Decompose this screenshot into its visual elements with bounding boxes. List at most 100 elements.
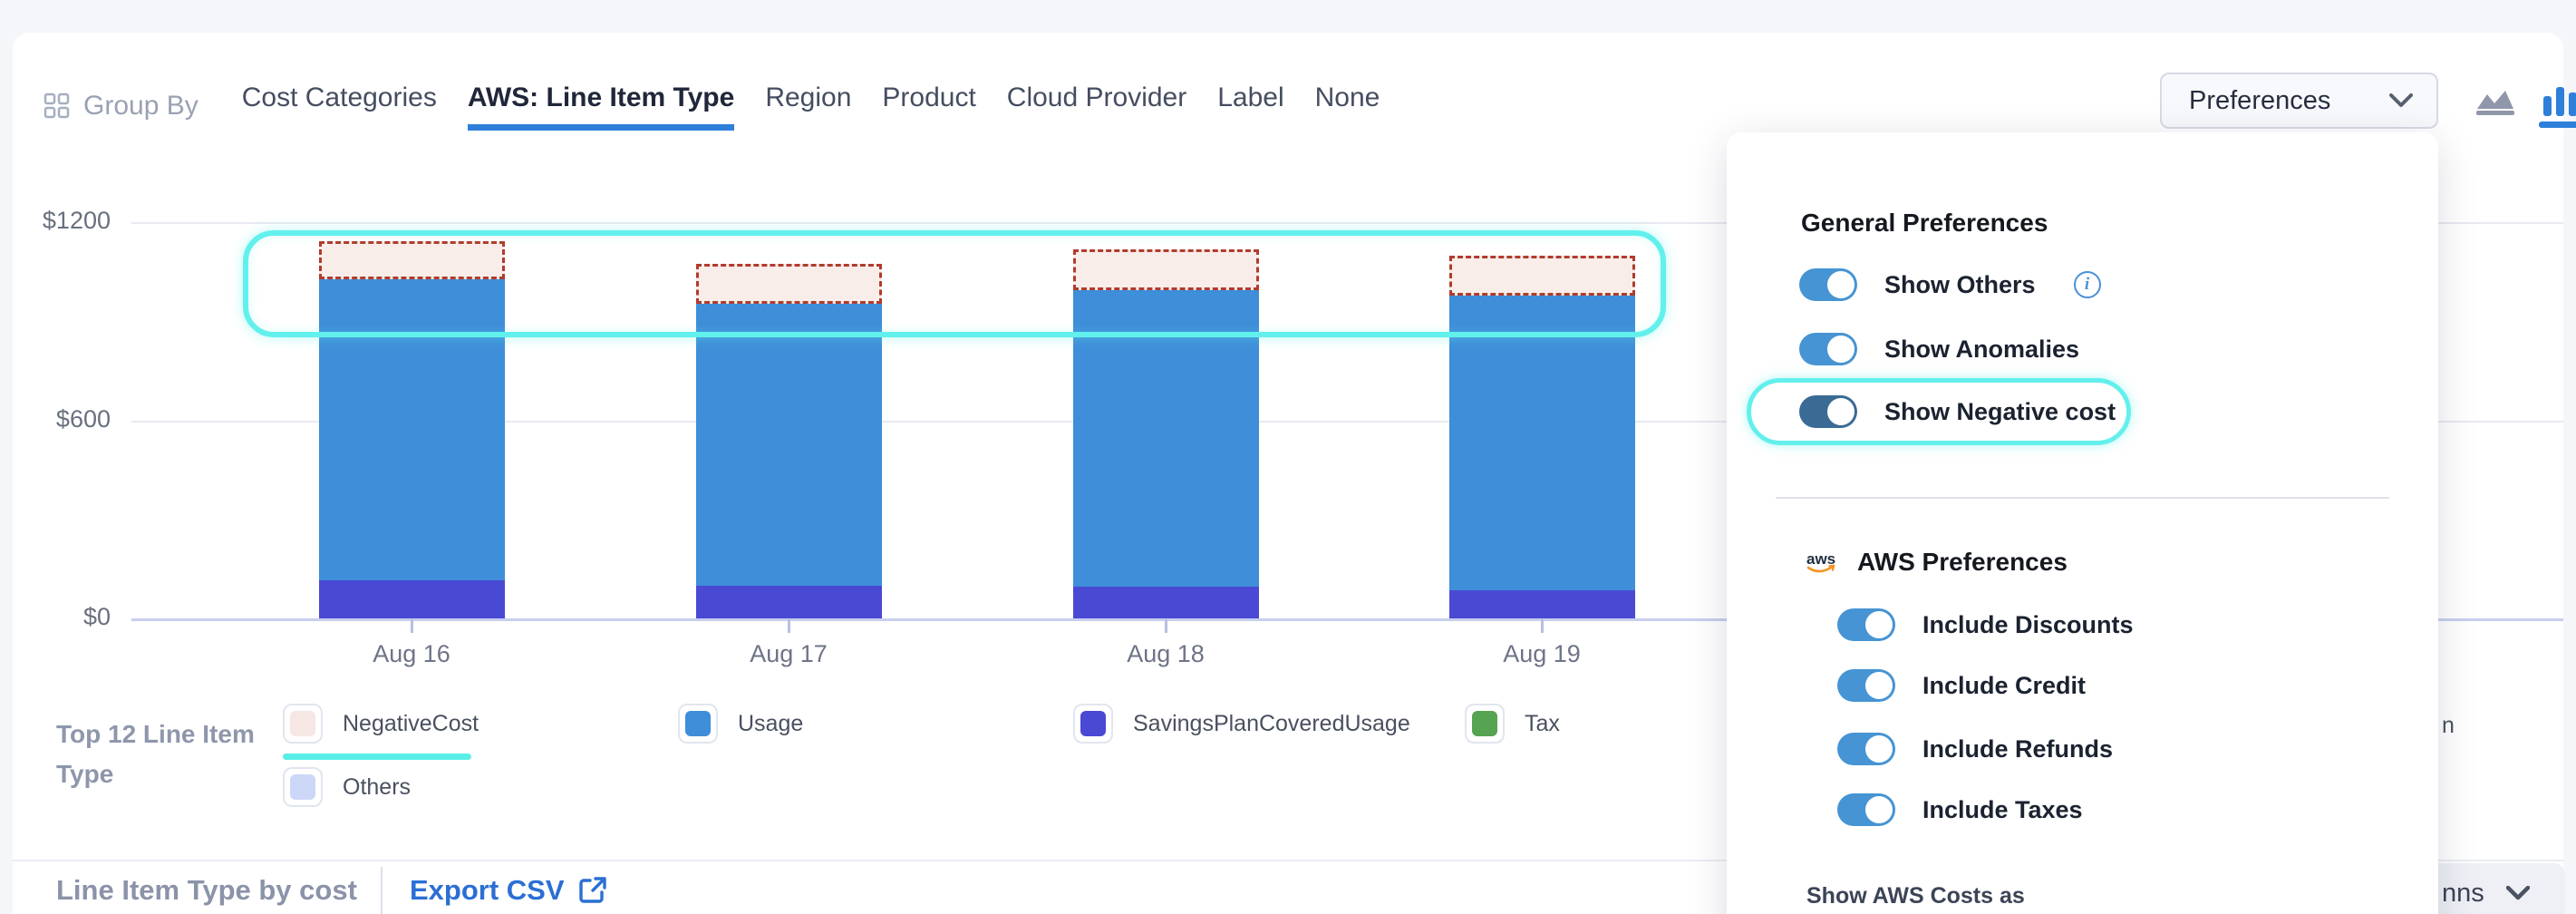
bar-aug-17-savingsplancoveredusage[interactable]: [695, 585, 882, 618]
preference-row-include-refunds: Include Refunds: [1837, 733, 2113, 765]
bar-chart-icon: [2543, 87, 2576, 116]
toggle-show-negative-cost[interactable]: [1799, 395, 1857, 428]
external-link-icon: [578, 877, 606, 903]
x-axis-tick: [411, 619, 413, 633]
bar-aug-17-negativecost[interactable]: [695, 264, 882, 304]
tab-cloud-provider[interactable]: Cloud Provider: [1006, 82, 1187, 112]
legend-swatch-usage: [678, 704, 718, 744]
tab-cost-categories[interactable]: Cost Categories: [241, 82, 437, 112]
tab-product[interactable]: Product: [882, 82, 976, 112]
tab-none[interactable]: None: [1314, 82, 1380, 112]
toggle-label: Include Credit: [1922, 671, 2087, 699]
x-axis-label-aug-19: Aug 19: [1503, 640, 1581, 667]
x-axis-tick: [1541, 619, 1544, 633]
show-aws-costs-as-label: Show AWS Costs as: [1806, 883, 2025, 909]
legend-label: NegativeCost: [343, 710, 479, 736]
x-axis-tick: [1165, 619, 1167, 633]
x-axis-line: [131, 618, 2563, 621]
bar-aug-16-savingsplancoveredusage[interactable]: [318, 580, 505, 618]
toggle-label: Show Negative cost: [1884, 397, 2116, 425]
tab-region[interactable]: Region: [765, 82, 852, 112]
tab-aws-line-item-type[interactable]: AWS: Line Item Type: [467, 83, 735, 131]
x-axis-label-aug-18: Aug 18: [1127, 640, 1205, 667]
preference-row-include-taxes: Include Taxes: [1837, 793, 2083, 826]
group-by-tabs: Cost Categories AWS: Line Item Type Region…: [242, 83, 1380, 131]
legend-label: Usage: [738, 710, 804, 736]
bar-chart-toggle[interactable]: [2539, 85, 2576, 128]
gridline-1200: [131, 222, 2563, 224]
toggle-label: Include Taxes: [1922, 795, 2083, 823]
group-by-nav: Group By Cost Categories AWS: Line Item T…: [44, 83, 1380, 131]
bar-aug-19-negativecost[interactable]: [1448, 256, 1635, 296]
footer-vertical-divider: [381, 867, 383, 914]
tab-label[interactable]: Label: [1217, 82, 1284, 112]
bar-aug-19-savingsplancoveredusage[interactable]: [1448, 590, 1635, 618]
x-axis-label-aug-17: Aug 17: [750, 640, 828, 667]
panel-divider: [1776, 497, 2389, 499]
bar-aug-16-negativecost[interactable]: [318, 240, 505, 279]
legend-item-negativecost[interactable]: NegativeCost: [283, 704, 479, 744]
info-icon[interactable]: i: [2073, 271, 2101, 298]
table-title: Line Item Type by cost: [56, 874, 357, 906]
bar-aug-17-usage[interactable]: [695, 304, 882, 586]
y-axis-label-600: $600: [55, 405, 111, 433]
columns-button-label: nns: [2442, 878, 2484, 908]
toggle-include-credit[interactable]: [1837, 669, 1895, 702]
group-by-grid-icon: [44, 92, 70, 119]
preference-row-include-credit: Include Credit: [1837, 669, 2086, 702]
preferences-panel: General Preferences Show Others i Show Ano…: [1727, 132, 2438, 914]
preference-row-show-anomalies: Show Anomalies: [1799, 333, 2079, 365]
bar-aug-18-savingsplancoveredusage[interactable]: [1072, 587, 1259, 618]
group-by-block: Group By: [44, 91, 199, 122]
legend-title: Top 12 Line Item Type: [56, 720, 255, 788]
toggle-show-anomalies[interactable]: [1799, 333, 1857, 365]
group-by-label: Group By: [83, 91, 199, 121]
toggle-label: Include Discounts: [1922, 610, 2134, 638]
chart-type-switcher: [2474, 85, 2576, 128]
preferences-dropdown-button[interactable]: Preferences: [2160, 73, 2438, 129]
preference-row-show-others: Show Others i: [1799, 268, 2101, 301]
area-chart-icon: [2476, 91, 2514, 115]
y-axis-label-1200: $1200: [42, 207, 111, 234]
legend-item-tax[interactable]: Tax: [1465, 704, 1560, 744]
toggle-include-taxes[interactable]: [1837, 793, 1895, 826]
legend-item-usage[interactable]: Usage: [678, 704, 803, 744]
legend-swatch-tax: [1465, 704, 1505, 744]
svg-text:aws: aws: [1806, 550, 1835, 568]
preference-row-include-discounts: Include Discounts: [1837, 608, 2134, 641]
legend-swatch-negativecost: [283, 704, 323, 744]
chevron-down-icon: [2389, 93, 2413, 107]
export-csv-link[interactable]: Export CSV: [410, 874, 608, 907]
toggle-include-discounts[interactable]: [1837, 608, 1895, 641]
legend-item-savingsplancoveredusage[interactable]: SavingsPlanCoveredUsage: [1073, 704, 1410, 744]
toggle-label: Show Anomalies: [1884, 335, 2080, 363]
bar-aug-18-negativecost[interactable]: [1072, 249, 1259, 291]
legend-swatch-others: [283, 767, 323, 807]
toggle-label: Show Others: [1884, 270, 2036, 298]
x-axis-label-aug-16: Aug 16: [373, 640, 450, 667]
negative-cost-legend-underline: [283, 754, 471, 760]
chevron-down-icon: [2505, 886, 2530, 900]
bar-aug-19-usage[interactable]: [1448, 295, 1635, 591]
bar-aug-16-usage[interactable]: [318, 278, 505, 581]
general-preferences-heading: General Preferences: [1801, 209, 2048, 237]
legend-label: Others: [343, 773, 412, 800]
gridline-600: [131, 421, 2563, 423]
toggle-show-others[interactable]: [1799, 268, 1857, 301]
aws-preferences-heading: AWS Preferences: [1857, 548, 2068, 576]
legend-item-others[interactable]: Others: [283, 767, 411, 807]
table-section-divider: [13, 860, 2563, 861]
toggle-include-refunds[interactable]: [1837, 733, 1895, 765]
aws-preferences-heading-row: aws AWS Preferences: [1805, 548, 2068, 577]
aws-logo-icon: aws: [1806, 550, 1835, 573]
legend-label: SavingsPlanCoveredUsage: [1133, 710, 1410, 736]
x-axis-tick: [788, 619, 790, 633]
area-chart-toggle[interactable]: [2474, 85, 2516, 128]
legend-label: Tax: [1525, 710, 1560, 736]
hidden-legend-item-partial: n: [2442, 713, 2455, 738]
bar-aug-18-usage[interactable]: [1072, 290, 1259, 588]
y-axis-label-0: $0: [82, 603, 111, 630]
preferences-button-label: Preferences: [2189, 85, 2331, 115]
legend-swatch-savingsplancoveredusage: [1073, 704, 1113, 744]
